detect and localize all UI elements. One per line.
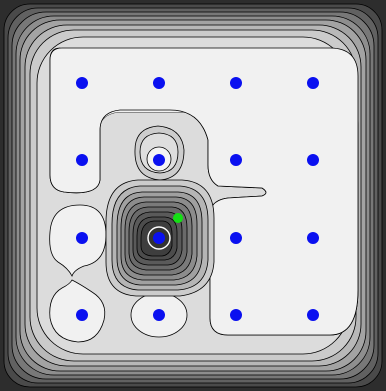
grid-node-r1-c2 (230, 154, 242, 166)
agent-dot (173, 213, 183, 223)
grid-node-r1-c3 (307, 154, 319, 166)
grid-node-r2-c2 (230, 232, 242, 244)
grid-node-r0-c0 (76, 77, 88, 89)
agent-layer (173, 213, 183, 223)
grid-node-r3-c2 (230, 309, 242, 321)
grid-node-r3-c0 (76, 309, 88, 321)
grid-node-r0-c1 (153, 77, 165, 89)
grid-node-r0-c2 (230, 77, 242, 89)
left-island-lower (49, 279, 106, 343)
grid-node-r2-c3 (307, 232, 319, 244)
grid-node-r2-c1 (153, 232, 165, 244)
grid-node-r1-c1 (153, 154, 165, 166)
plateau-outline-top (49, 47, 359, 336)
grid-node-r2-c0 (76, 232, 88, 244)
ring-bump (134, 125, 185, 181)
nodes-layer (76, 77, 319, 321)
grid-node-r3-c3 (307, 309, 319, 321)
grid-node-r0-c3 (307, 77, 319, 89)
grid-node-r1-c0 (76, 154, 88, 166)
grid-node-r3-c1 (153, 309, 165, 321)
